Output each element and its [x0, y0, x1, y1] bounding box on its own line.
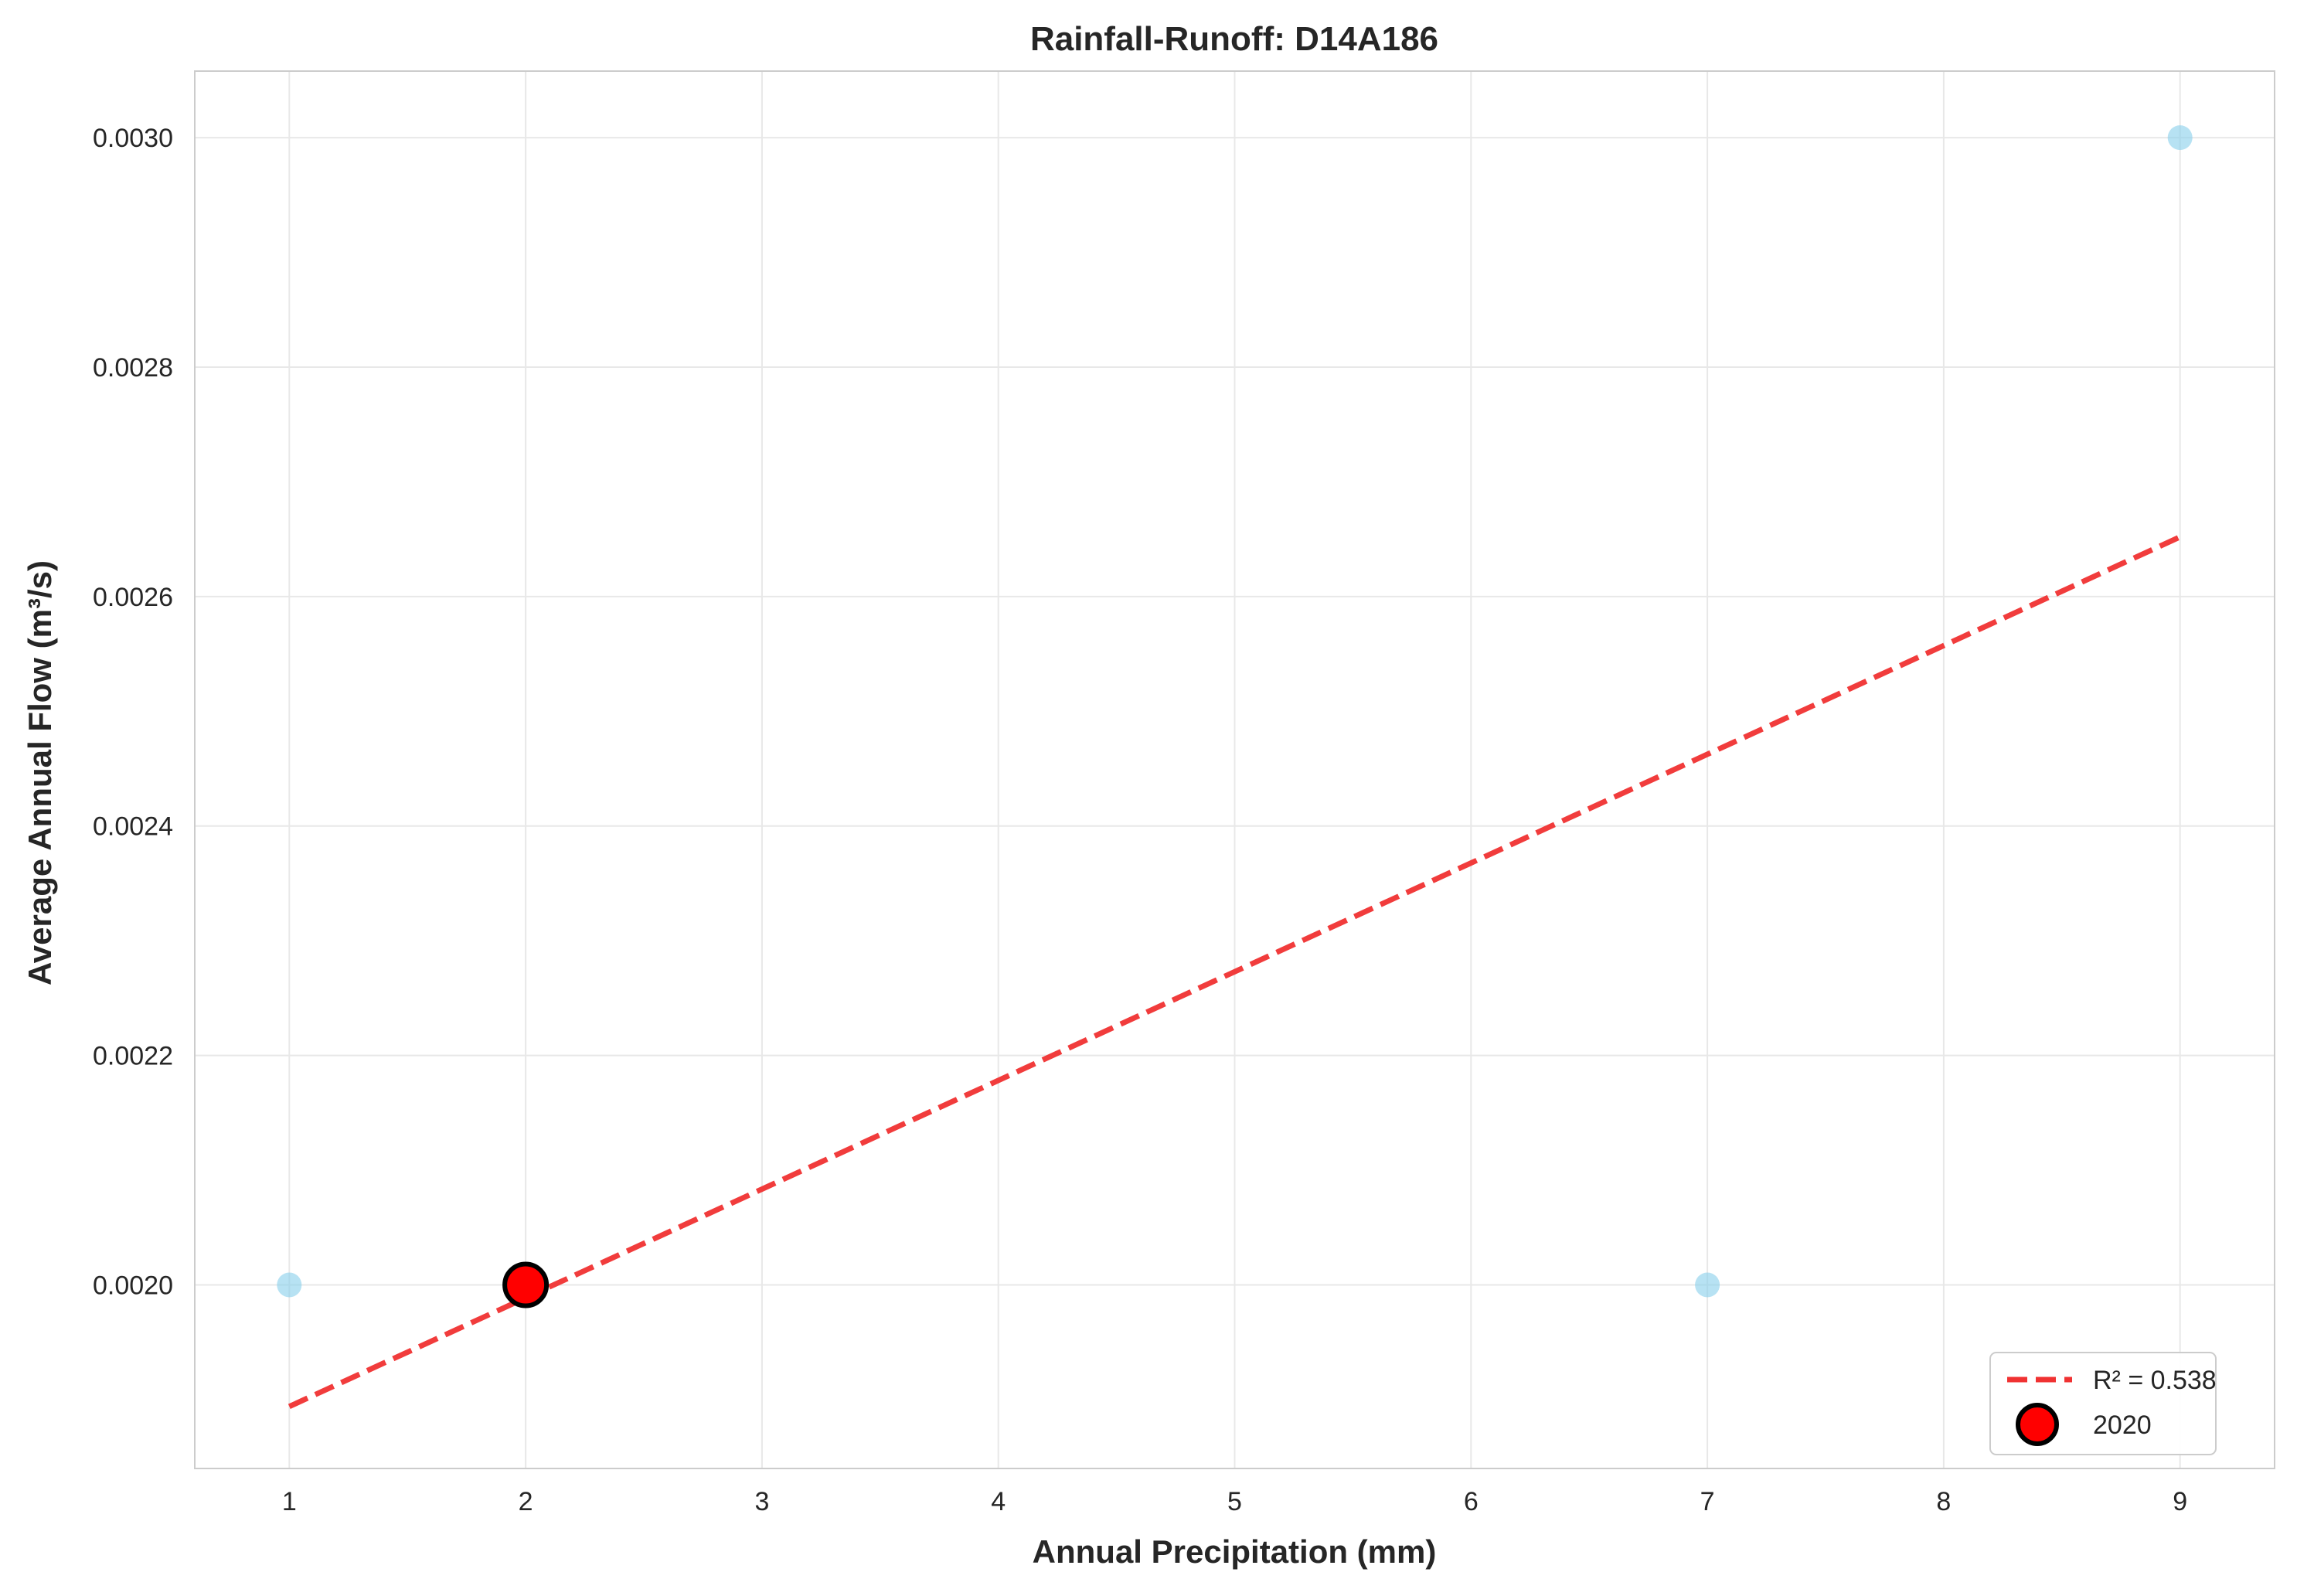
data-point	[1695, 1272, 1720, 1298]
x-tick-label: 7	[1700, 1487, 1715, 1516]
y-tick-label: 0.0022	[93, 1042, 173, 1071]
x-tick-label: 9	[2173, 1487, 2187, 1516]
x-tick-label: 6	[1464, 1487, 1479, 1516]
x-tick-label: 8	[1936, 1487, 1951, 1516]
x-tick-label: 1	[282, 1487, 297, 1516]
data-point	[277, 1272, 302, 1298]
grid	[195, 71, 2275, 1468]
y-axis-title: Average Annual Flow (m³/s)	[22, 560, 58, 985]
highlight-points	[502, 1261, 550, 1308]
y-tick-label: 0.0024	[93, 812, 173, 842]
x-tick-label: 5	[1227, 1487, 1242, 1516]
x-tick-label: 2	[519, 1487, 533, 1516]
scatter-points	[277, 125, 2193, 1298]
legend-label-highlight: 2020	[2093, 1411, 2152, 1440]
plot-area-frame	[194, 70, 2275, 1469]
y-tick-label: 0.0026	[93, 583, 173, 612]
y-tick-label: 0.0030	[93, 124, 173, 153]
legend-highlight-swatch	[2016, 1403, 2059, 1446]
chart-title: Rainfall-Runoff: D14A186	[1030, 20, 1438, 58]
x-axis-title: Annual Precipitation (mm)	[1033, 1533, 1437, 1570]
x-tick-label: 3	[754, 1487, 769, 1516]
legend-label-trendline: R² = 0.538	[2093, 1366, 2217, 1395]
y-tick-label: 0.0028	[93, 353, 173, 383]
y-tick-label: 0.0020	[93, 1271, 173, 1300]
axis-ticks: 1 2 3 4 5 6 7 8 9 0.0020 0.0022 0.0024 0.0026 0.0028 0…	[93, 124, 2187, 1516]
data-point	[2167, 125, 2193, 151]
x-tick-label: 4	[991, 1487, 1006, 1516]
trendline-layer	[288, 534, 2182, 1410]
legend: R² = 0.538 2020	[1989, 1352, 2217, 1455]
trendline	[288, 534, 2182, 1410]
highlight-point	[502, 1261, 550, 1308]
